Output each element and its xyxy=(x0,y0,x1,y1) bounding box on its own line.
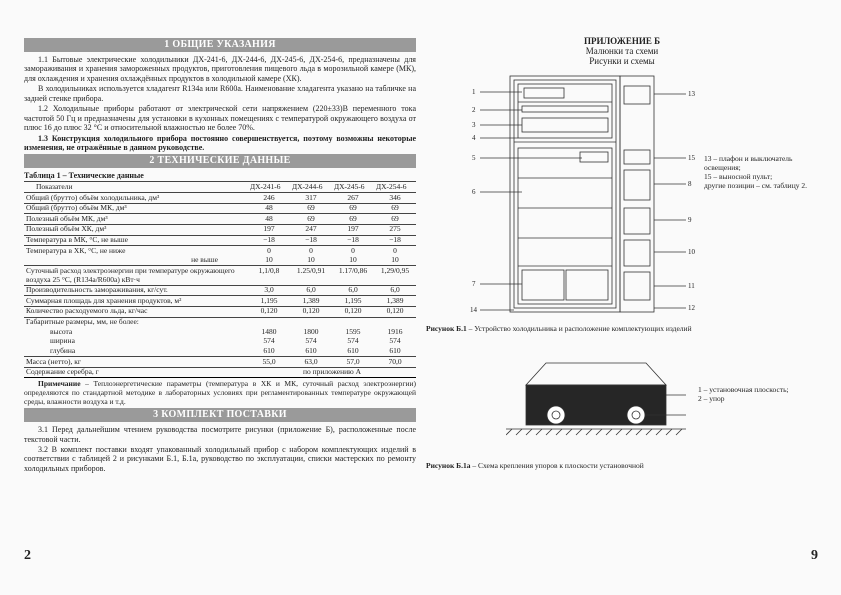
r11c: глубина xyxy=(24,346,248,356)
table-caption: Таблица 1 – Технические данные xyxy=(24,171,416,180)
r3l: Полезный объём МК, дм³ xyxy=(24,214,248,225)
svg-text:13: 13 xyxy=(688,90,695,98)
section-1-title: 1 ОБЩИЕ УКАЗАНИЯ xyxy=(24,38,416,52)
svg-text:7: 7 xyxy=(472,280,476,288)
r10l: Количество расходуемого льда, кг/час xyxy=(24,306,248,317)
svg-text:11: 11 xyxy=(688,282,695,290)
col-1: ДХ-241-6 xyxy=(248,182,290,193)
page-right: ПРИЛОЖЕНИЕ Б Малюнки та схеми Рисунки и … xyxy=(426,36,818,560)
svg-text:6: 6 xyxy=(472,188,476,196)
r11l: Габаритные размеры, мм, не более: xyxy=(24,317,248,327)
svg-text:14: 14 xyxy=(470,306,478,314)
r4l: Полезный объём ХК, дм³ xyxy=(24,224,248,235)
para-1-1: 1.1 Бытовые электрические холодильники Д… xyxy=(24,55,416,83)
svg-text:2: 2 xyxy=(472,106,476,114)
r12l: Масса (нетто), кг xyxy=(24,357,248,368)
para-1-hlad: В холодильниках используется хладагент R… xyxy=(24,84,416,103)
svg-text:8: 8 xyxy=(688,180,692,188)
table-note: Примечание – Теплоэнергетические парамет… xyxy=(24,380,416,406)
r6bl: не выше xyxy=(24,256,248,266)
figure-b1-wrap: 1 2 3 4 5 6 7 14 13 15 8 9 10 11 12 xyxy=(426,70,818,320)
para-3-2: 3.2 В комплект поставки входят упакованн… xyxy=(24,445,416,473)
svg-text:10: 10 xyxy=(688,248,695,256)
svg-text:4: 4 xyxy=(472,134,476,142)
col-4: ДХ-254-6 xyxy=(374,182,416,193)
figure-b1a-caption: Рисунок Б.1а – Схема крепления упоров к … xyxy=(426,461,818,470)
r8l: Производительность замораживания, кг/сут… xyxy=(24,285,248,296)
appendix-subtitle: Малюнки та схеми Рисунки и схемы xyxy=(426,46,818,66)
svg-text:3: 3 xyxy=(472,121,476,129)
page-number-left: 2 xyxy=(24,548,31,564)
figure-b1a-wrap: 1 – установочная плоскость; 2 – упор xyxy=(426,355,818,447)
r11b: ширина xyxy=(24,337,248,347)
svg-text:15: 15 xyxy=(688,154,695,162)
r2l: Общий (брутто) объём МК, дм³ xyxy=(24,203,248,214)
appendix-title: ПРИЛОЖЕНИЕ Б xyxy=(426,36,818,46)
figure-b1a-legend: 1 – установочная плоскость; 2 – упор xyxy=(698,385,808,403)
r5l: Температура в МК, °С, не выше xyxy=(24,235,248,246)
page-left: 1 ОБЩИЕ УКАЗАНИЯ 1.1 Бытовые электрическ… xyxy=(24,36,416,560)
page-number-right: 9 xyxy=(811,548,818,564)
svg-text:9: 9 xyxy=(688,216,692,224)
r6l: Температура в ХК, °С, не ниже xyxy=(24,246,248,256)
figure-b1-legend: 13 – плафон и выключатель освещения; 15 … xyxy=(704,154,814,190)
r1l: Общий (брутто) объём холодильника, дм³ xyxy=(24,193,248,204)
col-label: Показатели xyxy=(24,182,248,193)
svg-text:1: 1 xyxy=(472,88,476,96)
col-3: ДХ-245-6 xyxy=(332,182,374,193)
para-1-2: 1.2 Холодильные приборы работают от элек… xyxy=(24,104,416,132)
specs-table: Показатели ДХ-241-6 ДХ-244-6 ДХ-245-6 ДХ… xyxy=(24,181,416,378)
figure-b1-caption: Рисунок Б.1 – Устройство холодильника и … xyxy=(426,324,818,333)
para-3-1: 3.1 Перед дальнейшим чтением руководства… xyxy=(24,425,416,444)
svg-text:12: 12 xyxy=(688,304,695,312)
section-2-title: 2 ТЕХНИЧЕСКИЕ ДАННЫЕ xyxy=(24,154,416,168)
r9l: Суммарная площадь для хранения продуктов… xyxy=(24,296,248,307)
r7l: Суточный расход электроэнергии при темпе… xyxy=(24,266,248,285)
r13l: Содержание серебра, г xyxy=(24,367,248,378)
para-1-3: 1.3 Конструкция холодильного прибора пос… xyxy=(24,134,416,153)
section-3-title: 3 КОМПЛЕКТ ПОСТАВКИ xyxy=(24,408,416,422)
col-2: ДХ-244-6 xyxy=(290,182,332,193)
fridge-diagram: 1 2 3 4 5 6 7 14 13 15 8 9 10 11 12 xyxy=(470,70,818,320)
svg-text:5: 5 xyxy=(472,154,476,162)
